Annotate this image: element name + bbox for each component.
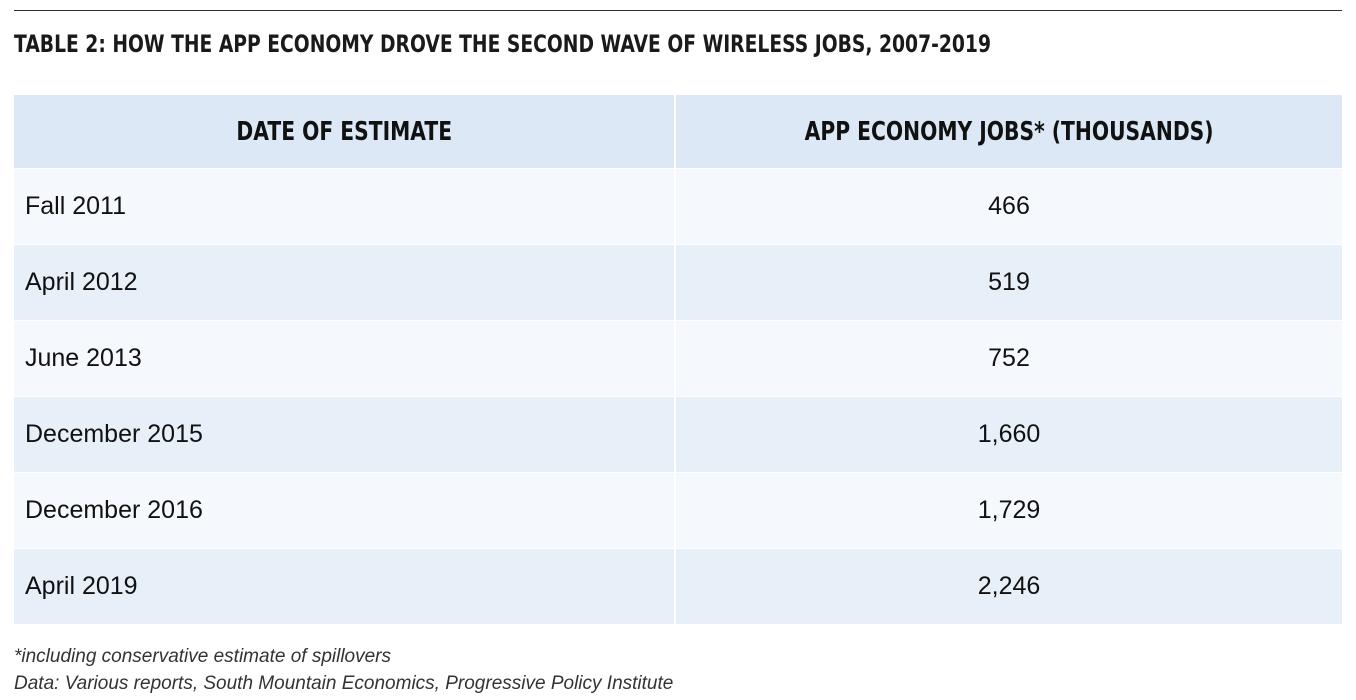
date-cell: Fall 2011 <box>14 169 676 244</box>
header-cell-date: DATE OF ESTIMATE <box>14 95 676 168</box>
table-header-row: DATE OF ESTIMATE APP ECONOMY JOBS* (THOU… <box>14 95 1342 169</box>
date-cell: December 2015 <box>14 397 676 472</box>
jobs-cell: 1,729 <box>676 473 1342 548</box>
table-row: April 2019 2,246 <box>14 549 1342 625</box>
jobs-cell: 1,660 <box>676 397 1342 472</box>
date-value: December 2015 <box>25 420 203 448</box>
jobs-cell: 466 <box>676 169 1342 244</box>
jobs-value: 466 <box>988 192 1030 220</box>
date-value: December 2016 <box>25 496 203 524</box>
jobs-value: 752 <box>988 344 1030 372</box>
footnote-spillovers: *including conservative estimate of spil… <box>14 646 392 667</box>
table-title: TABLE 2: HOW THE APP ECONOMY DROVE THE S… <box>14 30 991 58</box>
table-row: April 2012 519 <box>14 245 1342 321</box>
footnote-source: Data: Various reports, South Mountain Ec… <box>14 673 674 694</box>
table-row: December 2015 1,660 <box>14 397 1342 473</box>
table-row: December 2016 1,729 <box>14 473 1342 549</box>
header-label-jobs: APP ECONOMY JOBS* (THOUSANDS) <box>804 116 1214 147</box>
jobs-value: 2,246 <box>977 572 1041 600</box>
jobs-cell: 752 <box>676 321 1342 396</box>
date-value: Fall 2011 <box>25 192 126 220</box>
date-value: June 2013 <box>25 344 142 372</box>
jobs-value: 1,660 <box>977 420 1041 448</box>
date-value: April 2012 <box>25 268 138 296</box>
jobs-table: DATE OF ESTIMATE APP ECONOMY JOBS* (THOU… <box>14 95 1342 625</box>
table-row: June 2013 752 <box>14 321 1342 397</box>
date-cell: April 2012 <box>14 245 676 320</box>
date-cell: December 2016 <box>14 473 676 548</box>
date-value: April 2019 <box>25 572 138 600</box>
jobs-cell: 2,246 <box>676 549 1342 624</box>
table-row: Fall 2011 466 <box>14 169 1342 245</box>
date-cell: April 2019 <box>14 549 676 624</box>
date-cell: June 2013 <box>14 321 676 396</box>
header-label-date: DATE OF ESTIMATE <box>236 116 452 147</box>
jobs-cell: 519 <box>676 245 1342 320</box>
jobs-value: 519 <box>988 268 1030 296</box>
jobs-value: 1,729 <box>977 496 1041 524</box>
top-rule <box>14 10 1342 11</box>
header-cell-jobs: APP ECONOMY JOBS* (THOUSANDS) <box>676 95 1342 168</box>
